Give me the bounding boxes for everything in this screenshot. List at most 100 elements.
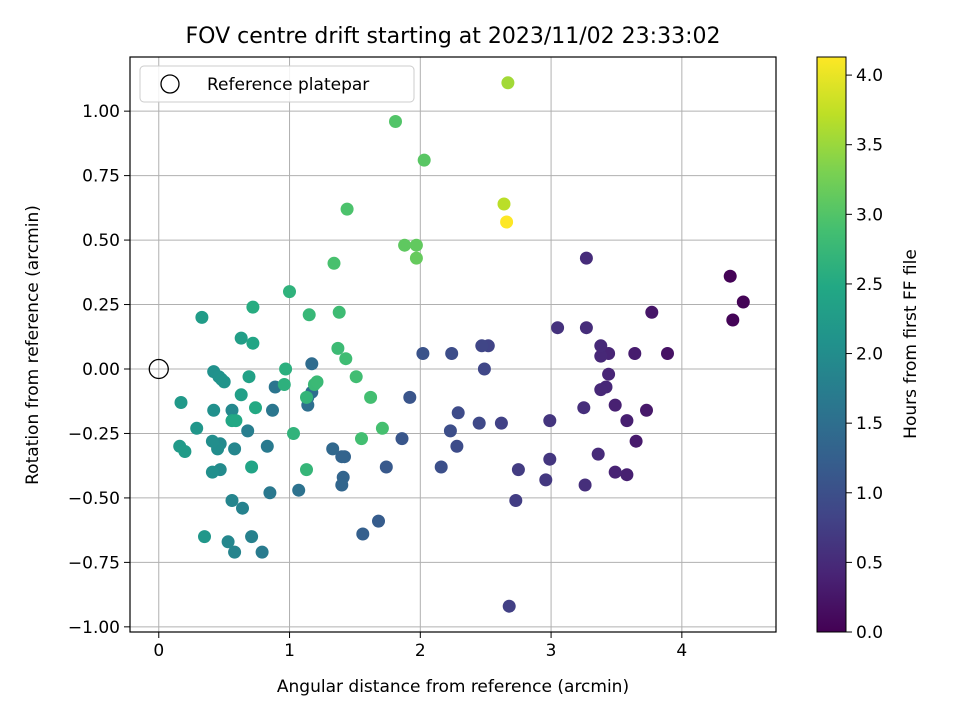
data-point [228, 442, 242, 456]
colorbar-tick-label: 2.5 [856, 275, 883, 295]
reference-platepar-marker [148, 358, 169, 380]
data-point [242, 370, 256, 384]
legend-label: Reference platepar [207, 75, 369, 95]
x-tick-label: 4 [676, 641, 687, 661]
x-axis-label: Angular distance from reference (arcmin) [277, 677, 629, 697]
y-tick-label: −0.75 [68, 553, 120, 573]
data-point [335, 478, 349, 492]
data-point [245, 460, 259, 474]
data-point [195, 310, 209, 324]
legend-box [139, 65, 415, 103]
data-point [331, 341, 345, 355]
y-axis-label: Rotation from reference (arcmin) [23, 205, 43, 485]
data-point [178, 445, 192, 458]
data-point [300, 390, 313, 404]
data-point [300, 463, 313, 477]
data-point [355, 432, 368, 446]
data-point [395, 432, 409, 446]
data-point [620, 414, 634, 428]
data-point [292, 483, 306, 497]
data-point [225, 494, 239, 507]
data-point [283, 285, 296, 299]
data-points [148, 76, 750, 613]
data-point [356, 527, 370, 541]
data-point [591, 447, 605, 461]
data-point [608, 465, 622, 479]
colorbar-label: Hours from first FF file [901, 249, 921, 439]
data-point [302, 308, 316, 322]
data-point [403, 390, 417, 404]
data-point [389, 115, 402, 128]
data-point [475, 339, 489, 353]
plot-frame [129, 56, 777, 633]
data-point [726, 313, 740, 327]
data-point [174, 396, 188, 409]
colorbar-tick-label: 0.5 [856, 553, 883, 573]
data-point [620, 468, 634, 482]
data-point [539, 473, 553, 487]
data-point [450, 439, 464, 453]
colorbar-tick-label: 0.0 [856, 623, 883, 643]
data-point [246, 300, 260, 314]
data-point [640, 403, 653, 417]
data-point [511, 463, 525, 477]
data-point [364, 390, 378, 404]
data-point [645, 305, 659, 319]
data-point [228, 545, 242, 559]
data-point [339, 352, 353, 366]
colorbar-tick-label: 2.0 [856, 345, 883, 365]
data-point [443, 424, 457, 438]
data-point [277, 378, 291, 391]
data-point [266, 403, 279, 417]
data-point [305, 357, 319, 371]
data-point [594, 339, 608, 353]
data-point [375, 421, 389, 435]
data-point [217, 375, 231, 389]
data-point [241, 424, 255, 438]
data-point [502, 599, 516, 613]
data-point [416, 347, 430, 360]
data-point [723, 269, 737, 283]
data-point [500, 215, 514, 229]
data-point [263, 486, 277, 500]
data-point [207, 403, 221, 417]
data-point [629, 434, 643, 448]
colorbar-tick-label: 4.0 [856, 66, 883, 86]
data-point [579, 251, 593, 265]
x-tick-label: 2 [415, 641, 426, 661]
data-point [409, 251, 423, 265]
data-point [229, 414, 243, 428]
data-point [245, 530, 259, 544]
data-point [236, 501, 249, 515]
data-point [661, 347, 674, 360]
y-tick-label: 0.00 [82, 360, 120, 380]
data-point [451, 406, 465, 420]
chart-title: FOV centre drift starting at 2023/11/02 … [186, 24, 721, 49]
data-point [332, 305, 346, 319]
data-point [509, 494, 523, 507]
x-tick-label: 1 [284, 641, 295, 661]
y-tick-label: 0.50 [82, 231, 120, 251]
y-tick-label: 1.00 [82, 102, 120, 122]
colorbar-tick-label: 1.5 [856, 414, 883, 434]
colorbar-ticks: 0.0 0.5 1.0 1.5 2.0 2.5 3.0 3.5 4.0 [846, 66, 883, 643]
data-point [190, 421, 204, 435]
data-point [594, 383, 608, 397]
data-point [249, 401, 262, 415]
y-tick-label: 0.25 [82, 296, 120, 316]
data-point [608, 398, 622, 412]
colorbar-tick-label: 3.0 [856, 205, 883, 225]
data-point [327, 256, 341, 270]
data-point [234, 331, 248, 345]
data-point [221, 535, 235, 549]
data-point [349, 370, 363, 384]
data-point [497, 197, 511, 211]
data-point [434, 460, 448, 474]
x-axis-ticks: 0 1 2 3 4 [153, 632, 687, 661]
data-point [205, 465, 219, 479]
legend: Reference platepar [139, 65, 415, 103]
y-tick-label: −0.25 [68, 424, 120, 444]
data-point [472, 416, 486, 430]
data-point [205, 434, 219, 448]
